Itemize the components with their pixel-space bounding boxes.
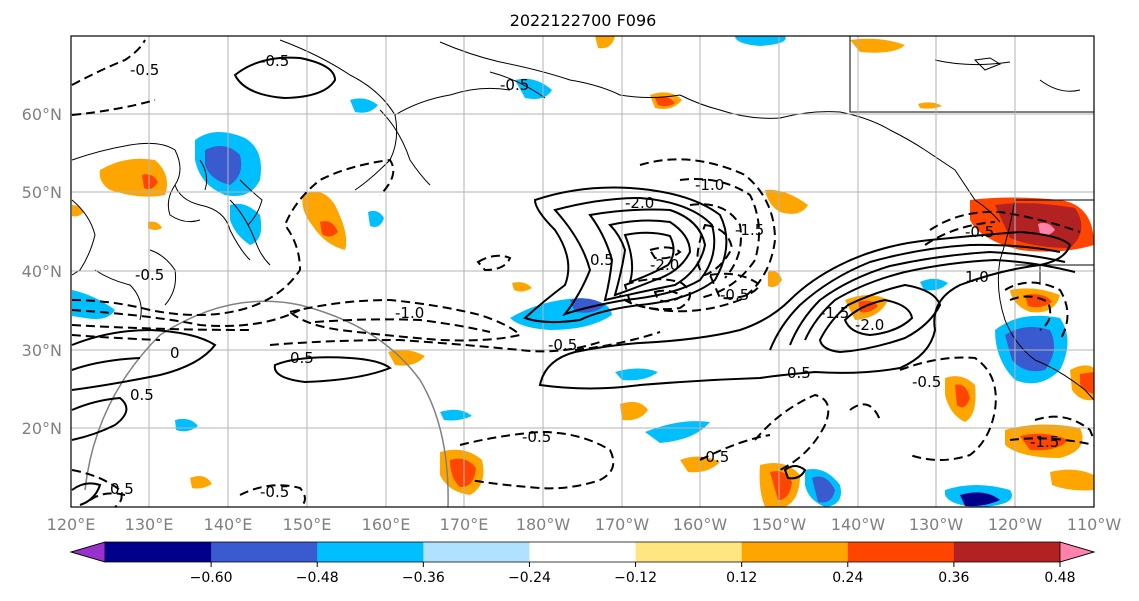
colorbar-tick-label: 0.36: [938, 570, 969, 586]
lat-label: 30°N: [22, 341, 62, 360]
lon-label: 170°W: [595, 515, 650, 534]
map-panel: -0.5 0.5 -0.5 0.5 -0.5 0.5 -1.0 -0.5 -2.…: [70, 35, 1095, 508]
lon-label: 150°E: [283, 515, 332, 534]
longitude-labels: 120°E 130°E 140°E 150°E 160°E 170°E 180°…: [47, 515, 1122, 534]
lon-label: 130°W: [909, 515, 964, 534]
contour-label: -0.5: [548, 336, 577, 354]
colorbar-segment: [317, 542, 424, 562]
solid-contours: [71, 56, 1076, 506]
contour-label: -0.5: [135, 266, 164, 284]
colorbar-tick-label: 0.48: [1044, 570, 1075, 586]
colorbar-segment: [635, 542, 743, 562]
colorbar-min-arrow: [69, 541, 106, 563]
contour-label: -0.5: [720, 286, 749, 304]
lon-label: 120°W: [988, 515, 1043, 534]
colorbar-tick-label: −0.12: [614, 570, 657, 586]
lon-label: 120°E: [47, 515, 96, 534]
latitude-labels: 60°N 50°N 40°N 30°N 20°N: [22, 105, 62, 438]
contour-label: -1.5: [735, 221, 764, 239]
contour-label: -0.5: [522, 428, 551, 446]
lat-label: 50°N: [22, 183, 62, 202]
contour-label: -0.5: [260, 483, 289, 501]
contour-label: -1.0: [695, 176, 724, 194]
contour-label: -1.5: [1030, 433, 1059, 451]
colorbar-tick-label: 0.12: [726, 570, 757, 586]
lon-label: 160°W: [673, 515, 728, 534]
contour-label: -2.0: [650, 256, 679, 274]
lat-label: 40°N: [22, 262, 62, 281]
shaded-anomalies: [72, 36, 1094, 507]
colorbar-max-arrow: [1059, 541, 1096, 563]
lon-label: 180°W: [516, 515, 571, 534]
colorbar-tick-label: −0.60: [190, 570, 233, 586]
contour-label: -1.0: [395, 304, 424, 322]
colorbar-tick-label: −0.36: [402, 570, 445, 586]
lon-label: 140°E: [204, 515, 253, 534]
lat-label: 20°N: [22, 419, 62, 438]
contour-label: 0.5: [110, 480, 134, 498]
contour-label: -0.5: [700, 448, 729, 466]
contour-label: 0: [170, 344, 180, 362]
colorbar-segment: [847, 542, 955, 562]
contour-label: -0.5: [130, 61, 159, 79]
gridlines: [71, 36, 1094, 507]
contour-label: 0.5: [787, 364, 811, 382]
contour-label: 0.5: [130, 386, 154, 404]
colorbar-outline: [69, 541, 1096, 563]
contour-label: -1.5: [820, 304, 849, 322]
colorbar: −0.60 −0.48 −0.36 −0.24 −0.12 0.12 0.24 0.36 0.4…: [69, 541, 1096, 586]
contour-label: -0.5: [912, 373, 941, 391]
lon-label: 150°W: [752, 515, 807, 534]
map-frame: [70, 35, 1095, 508]
contour-label: 0.5: [290, 349, 314, 367]
colorbar-tick-label: −0.48: [296, 570, 339, 586]
contour-label: -2.0: [855, 316, 884, 334]
grey-circle: [84, 300, 449, 508]
colorbar-segments: [69, 541, 1096, 563]
colorbar-tick-label: 0.24: [832, 570, 863, 586]
colorbar-segment: [529, 542, 637, 562]
contour-label: -0.5: [500, 76, 529, 94]
lon-label: 140°W: [831, 515, 886, 534]
map-title: 2022122700 F096: [510, 11, 657, 30]
colorbar-segment: [953, 542, 1061, 562]
contour-label: 1.0: [965, 268, 989, 286]
contour-label: -0.5: [260, 52, 289, 70]
lon-label: 130°E: [125, 515, 174, 534]
colorbar-segment: [211, 542, 318, 562]
contour-label: 0.5: [590, 251, 614, 269]
lat-label: 60°N: [22, 105, 62, 124]
contour-labels: -0.5 0.5 -0.5 0.5 -0.5 0.5 -1.0 -0.5 -2.…: [110, 52, 1059, 501]
contour-label: -2.0: [625, 194, 654, 212]
contour-label: -0.5: [965, 223, 994, 241]
dashed-contours: [71, 39, 1095, 508]
lon-label: 110°W: [1067, 515, 1122, 534]
colorbar-tick-labels: −0.60 −0.48 −0.36 −0.24 −0.12 0.12 0.24 0.36 0.4…: [190, 570, 1076, 586]
colorbar-segment: [423, 542, 530, 562]
colorbar-tick-label: −0.24: [508, 570, 551, 586]
colorbar-segment: [105, 542, 212, 562]
colorbar-ticks: [210, 562, 1061, 567]
lon-label: 160°E: [362, 515, 411, 534]
colorbar-segment: [741, 542, 849, 562]
lon-label: 170°E: [440, 515, 489, 534]
